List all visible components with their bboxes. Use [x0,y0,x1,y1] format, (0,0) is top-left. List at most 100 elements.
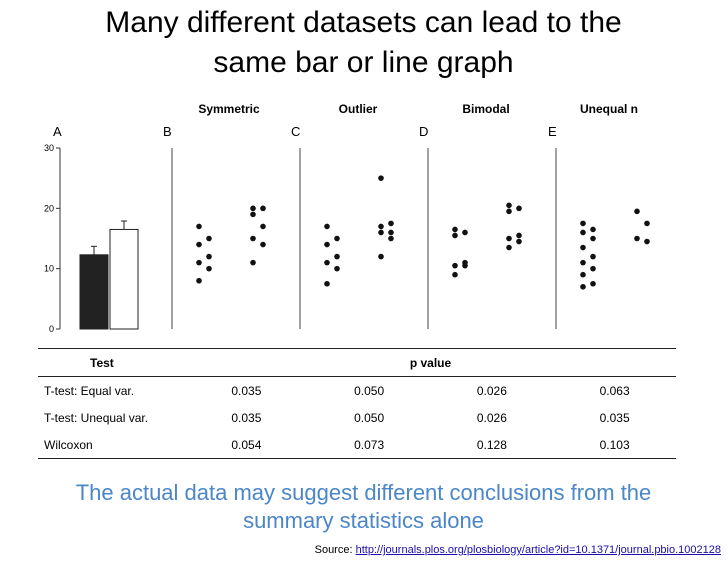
p-value-cell: 0.073 [354,437,385,452]
data-point [506,244,512,251]
data-point [260,223,266,230]
data-point [516,205,522,212]
data-point [580,220,586,227]
table-header-row: Test p value [38,348,676,377]
data-point [324,280,330,287]
row-test-name: Wilcoxon [44,437,93,452]
p-value-cell: 0.026 [476,383,507,398]
data-point [580,259,586,266]
source-link[interactable]: http://journals.plos.org/plosbiology/art… [355,544,721,556]
panel-name: Outlier [339,102,378,116]
data-point [452,262,458,269]
data-point [324,223,330,230]
data-point [260,205,266,212]
data-point [196,277,202,284]
table-row: Wilcoxon 0.054 0.073 0.128 0.103 [38,431,676,459]
y-tick-label: 30 [44,143,54,153]
y-tick-label: 0 [49,324,54,334]
p-value-cell: 0.026 [476,410,507,425]
row-test-name: T-test: Equal var. [44,383,135,398]
data-point [644,220,650,227]
data-point [334,253,340,260]
conclusion-line1: The actual data may suggest different co… [75,480,652,505]
data-point [378,253,384,260]
data-point [250,205,256,212]
data-point [334,265,340,272]
p-value-cell: 0.050 [354,410,385,425]
p-value-cell: 0.128 [476,437,507,452]
data-point [590,280,596,287]
data-point [506,235,512,242]
data-point [506,208,512,215]
source-label: Source: [314,544,353,556]
header-p-value: p value [409,355,452,370]
data-point [334,235,340,242]
data-point [378,229,384,236]
p-value-cell: 0.035 [231,383,262,398]
data-point [378,175,384,181]
bar-group2 [109,228,139,330]
data-point [516,238,522,245]
panel-letter-c: C [291,124,300,139]
panel-letter-b: B [163,124,172,139]
data-point [260,241,266,248]
panel-name: Unequal n [580,102,638,116]
p-value-cell: 0.054 [231,437,262,452]
data-point [506,202,512,209]
data-point [250,211,256,218]
slide-title-line1: Many different datasets can lead to the [105,6,622,39]
data-point [580,229,586,236]
p-value-cell: 0.063 [599,383,630,398]
source-citation: Source: http://journals.plos.org/plosbio… [315,544,721,556]
data-point [388,229,394,236]
data-point [452,232,458,239]
data-point [580,244,586,251]
table-row: T-test: Unequal var. 0.035 0.050 0.026 0… [38,404,676,431]
data-point [250,235,256,242]
data-point [196,223,202,230]
data-point [196,259,202,266]
panel-letter-d: D [419,124,428,139]
panel-name: Symmetric [198,102,260,116]
data-point [388,235,394,242]
p-value-cell: 0.035 [599,410,630,425]
data-point [324,241,330,248]
conclusion-line2: summary statistics alone [243,508,484,533]
data-point [590,253,596,260]
data-point [634,208,640,215]
data-point [462,229,468,236]
data-point [580,271,586,278]
data-point [452,271,458,278]
table-row: T-test: Equal var. 0.035 0.050 0.026 0.0… [38,377,676,405]
data-point [250,259,256,266]
header-test: Test [90,355,114,370]
panel-letter-e: E [548,124,557,139]
data-point [634,235,640,242]
data-point [388,220,394,227]
y-tick-label: 20 [44,203,54,213]
data-point [590,235,596,242]
data-point [516,232,522,239]
data-point [452,226,458,233]
p-value-cell: 0.103 [599,437,630,452]
bar-group1 [79,254,109,330]
data-point [324,259,330,266]
figure-panels: 0 10 20 30 A B Symmetric C Outlier D Bimodal E Unequ… [44,102,650,334]
data-point [580,283,586,290]
p-value-cell: 0.035 [231,410,262,425]
panel-name: Bimodal [462,102,509,116]
y-tick-label: 10 [44,264,54,274]
data-point [206,253,212,260]
data-point [590,226,596,233]
data-point [206,235,212,242]
data-point [378,223,384,230]
p-value-table: Test p value T-test: Equal var. 0.035 0.… [38,348,676,459]
panel-letter-a: A [53,124,62,139]
data-point [462,262,468,269]
data-point [196,241,202,248]
data-point [590,265,596,272]
row-test-name: T-test: Unequal var. [44,410,149,425]
data-point [644,238,650,245]
p-value-cell: 0.050 [354,383,385,398]
data-point [206,265,212,272]
